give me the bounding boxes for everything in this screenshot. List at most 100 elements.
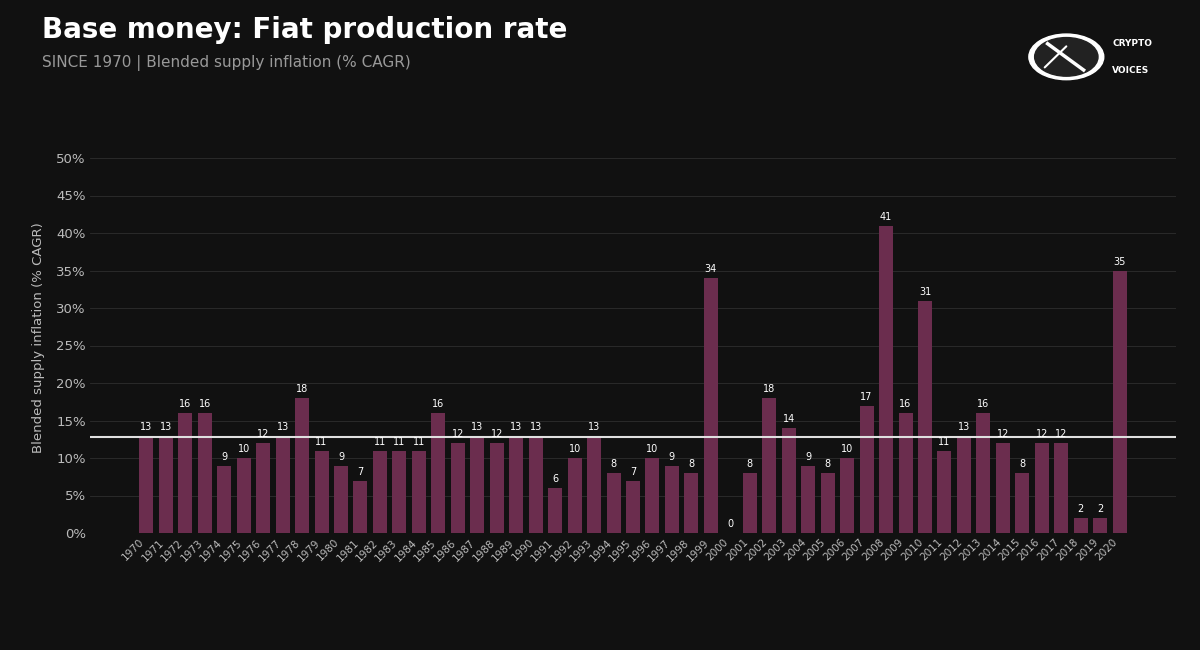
- Text: 13: 13: [160, 422, 172, 432]
- Text: 11: 11: [394, 437, 406, 447]
- Text: 2: 2: [1078, 504, 1084, 514]
- Text: 11: 11: [374, 437, 386, 447]
- Text: 12: 12: [1036, 429, 1048, 439]
- Text: 2: 2: [1097, 504, 1103, 514]
- Bar: [781, 428, 796, 533]
- Text: 12: 12: [1055, 429, 1068, 439]
- Bar: [470, 436, 485, 533]
- Bar: [256, 443, 270, 533]
- Text: 12: 12: [997, 429, 1009, 439]
- Bar: [937, 450, 952, 533]
- Bar: [236, 458, 251, 533]
- Text: 8: 8: [746, 460, 752, 469]
- Text: 12: 12: [491, 429, 503, 439]
- Text: 0: 0: [727, 519, 733, 529]
- Bar: [314, 450, 329, 533]
- Bar: [431, 413, 445, 533]
- Bar: [217, 465, 232, 533]
- Bar: [1055, 443, 1068, 533]
- Bar: [977, 413, 990, 533]
- Bar: [392, 450, 407, 533]
- Text: 12: 12: [451, 429, 464, 439]
- Text: 13: 13: [472, 422, 484, 432]
- Circle shape: [1034, 38, 1098, 76]
- Text: 10: 10: [569, 444, 581, 454]
- Bar: [859, 406, 874, 533]
- Bar: [568, 458, 582, 533]
- Text: 11: 11: [413, 437, 425, 447]
- Bar: [626, 480, 640, 533]
- Bar: [704, 278, 718, 533]
- Text: 9: 9: [338, 452, 344, 461]
- Text: 35: 35: [1114, 257, 1126, 266]
- Text: 10: 10: [238, 444, 250, 454]
- Bar: [996, 443, 1010, 533]
- Text: 16: 16: [179, 399, 192, 410]
- Text: 7: 7: [358, 467, 364, 476]
- Text: 14: 14: [782, 414, 794, 424]
- Bar: [373, 450, 386, 533]
- Bar: [276, 436, 289, 533]
- Text: 8: 8: [689, 460, 695, 469]
- Text: 13: 13: [529, 422, 541, 432]
- Text: 13: 13: [958, 422, 970, 432]
- Bar: [918, 300, 932, 533]
- Text: 16: 16: [199, 399, 211, 410]
- Bar: [899, 413, 912, 533]
- Bar: [840, 458, 854, 533]
- Bar: [684, 473, 698, 533]
- Text: 16: 16: [432, 399, 444, 410]
- Bar: [334, 465, 348, 533]
- Bar: [1074, 518, 1087, 533]
- Bar: [1112, 270, 1127, 533]
- Text: 9: 9: [668, 452, 674, 461]
- Text: 41: 41: [880, 212, 892, 222]
- Bar: [821, 473, 835, 533]
- Y-axis label: Blended supply inflation (% CAGR): Blended supply inflation (% CAGR): [32, 222, 46, 454]
- Bar: [158, 436, 173, 533]
- Text: 8: 8: [611, 460, 617, 469]
- Bar: [606, 473, 620, 533]
- Bar: [295, 398, 310, 533]
- Text: 10: 10: [841, 444, 853, 454]
- Circle shape: [1028, 34, 1104, 80]
- Bar: [1034, 443, 1049, 533]
- Text: CRYPTO: CRYPTO: [1112, 39, 1152, 48]
- Text: 11: 11: [316, 437, 328, 447]
- Text: 17: 17: [860, 392, 872, 402]
- Text: VOICES: VOICES: [1112, 66, 1150, 75]
- Text: 13: 13: [510, 422, 522, 432]
- Bar: [802, 465, 815, 533]
- Text: 13: 13: [140, 422, 152, 432]
- Bar: [646, 458, 660, 533]
- Bar: [1015, 473, 1030, 533]
- Bar: [743, 473, 757, 533]
- Bar: [762, 398, 776, 533]
- Bar: [412, 450, 426, 533]
- Text: 9: 9: [221, 452, 227, 461]
- Bar: [490, 443, 504, 533]
- Bar: [529, 436, 542, 533]
- Bar: [548, 488, 562, 533]
- Bar: [179, 413, 192, 533]
- Bar: [198, 413, 211, 533]
- Text: 18: 18: [296, 384, 308, 395]
- Text: 9: 9: [805, 452, 811, 461]
- Text: 10: 10: [647, 444, 659, 454]
- Bar: [587, 436, 601, 533]
- Text: 34: 34: [704, 265, 716, 274]
- Text: 16: 16: [899, 399, 912, 410]
- Bar: [139, 436, 154, 533]
- Text: 11: 11: [938, 437, 950, 447]
- Text: 7: 7: [630, 467, 636, 476]
- Text: 8: 8: [824, 460, 830, 469]
- Bar: [1093, 518, 1108, 533]
- Bar: [956, 436, 971, 533]
- Text: 18: 18: [763, 384, 775, 395]
- Text: 8: 8: [1019, 460, 1025, 469]
- Bar: [354, 480, 367, 533]
- Text: 31: 31: [919, 287, 931, 297]
- Bar: [451, 443, 464, 533]
- Text: 6: 6: [552, 474, 558, 484]
- Text: 13: 13: [588, 422, 600, 432]
